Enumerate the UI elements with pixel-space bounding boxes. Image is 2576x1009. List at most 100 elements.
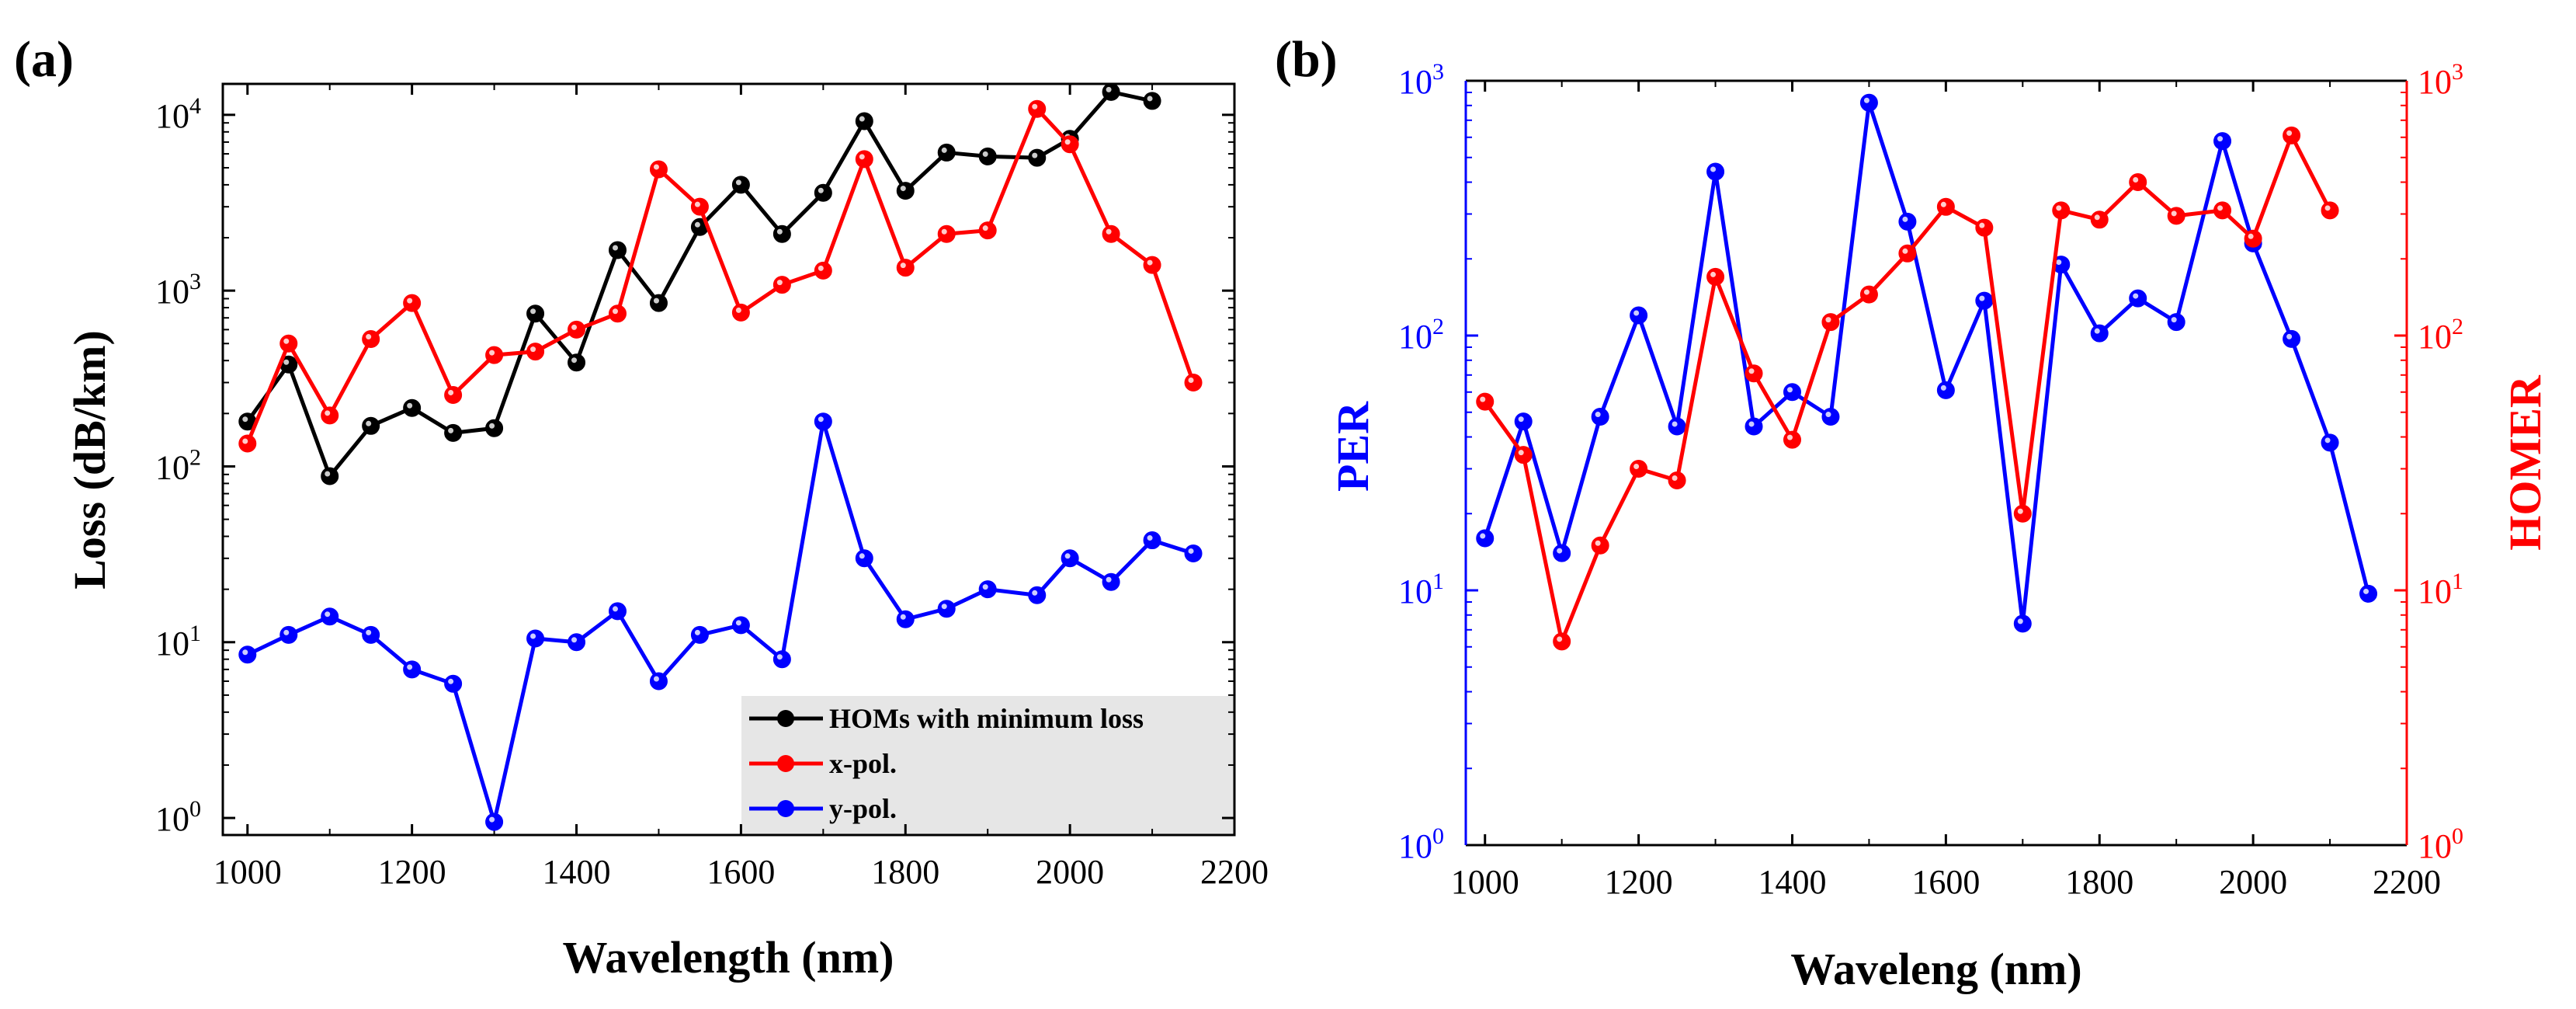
- data-point: [2129, 173, 2147, 192]
- data-point-highlight: [1786, 387, 1793, 393]
- data-point-highlight: [1786, 434, 1793, 440]
- x-tick-label: 2200: [1200, 853, 1269, 891]
- data-point-highlight: [242, 649, 248, 656]
- data-point-highlight: [407, 402, 413, 409]
- data-point-highlight: [735, 620, 741, 626]
- data-point: [1553, 544, 1571, 562]
- data-point: [1143, 531, 1161, 550]
- data-point-highlight: [242, 416, 248, 423]
- data-point-highlight: [776, 228, 783, 235]
- data-point-highlight: [1147, 96, 1153, 102]
- series-line-homs-with-minimum-loss: [245, 89, 1153, 480]
- data-point: [1028, 99, 1047, 118]
- y-tick-label: 100: [1398, 823, 1444, 865]
- data-point: [1706, 267, 1725, 286]
- data-point: [2167, 313, 2185, 332]
- data-point: [1476, 392, 1495, 411]
- data-point: [855, 549, 873, 568]
- data-point: [2013, 504, 2032, 523]
- data-point-highlight: [325, 471, 331, 477]
- y-axis-label-a: Loss (dB/km): [64, 330, 115, 590]
- data-point: [978, 147, 997, 165]
- x-tick-label: 1600: [1911, 863, 1980, 901]
- legend-marker: [777, 710, 794, 727]
- data-point-highlight: [859, 116, 865, 122]
- panel-a: (a) 1000 1200 1400 1600 1800 2000 2200 100 101 10…: [14, 31, 1269, 983]
- data-point-highlight: [489, 350, 495, 356]
- data-point-highlight: [283, 359, 290, 365]
- data-point-highlight: [2217, 205, 2224, 211]
- legend-marker: [777, 800, 794, 817]
- data-point-highlight: [1902, 216, 1908, 222]
- data-point: [279, 334, 298, 353]
- data-point: [855, 112, 873, 130]
- data-point: [321, 607, 339, 626]
- data-point-highlight: [694, 221, 700, 228]
- data-point-highlight: [366, 334, 372, 340]
- data-point: [1898, 212, 1917, 231]
- y-axis-right-label-b: HOMER: [2500, 374, 2550, 551]
- data-point: [1591, 536, 1609, 555]
- data-point: [814, 183, 832, 202]
- data-point-highlight: [2056, 205, 2062, 211]
- data-point-highlight: [1979, 295, 1985, 301]
- data-point: [444, 674, 463, 693]
- data-point-highlight: [407, 297, 413, 304]
- data-point-highlight: [407, 664, 413, 670]
- data-point: [896, 610, 915, 628]
- data-point-highlight: [1863, 97, 1870, 103]
- data-point-highlight: [1032, 152, 1038, 158]
- data-point: [1706, 162, 1725, 181]
- data-point: [814, 412, 832, 431]
- data-point: [690, 197, 709, 216]
- data-point-highlight: [859, 553, 865, 559]
- data-point-highlight: [1106, 576, 1112, 583]
- data-point: [1102, 224, 1120, 243]
- data-point-highlight: [2017, 508, 2023, 514]
- data-point-highlight: [1825, 317, 1831, 323]
- data-point: [1859, 285, 1878, 304]
- data-point: [362, 625, 380, 644]
- data-point-highlight: [2017, 618, 2023, 625]
- data-point: [2090, 324, 2109, 343]
- data-point: [1975, 291, 1994, 310]
- data-point: [568, 353, 586, 372]
- x-tick-label: 1600: [706, 853, 775, 891]
- data-point-highlight: [325, 611, 331, 618]
- y-tick-label: 102: [1398, 314, 1444, 356]
- data-point: [2321, 433, 2339, 452]
- data-point-highlight: [1147, 535, 1153, 541]
- data-point-highlight: [1672, 421, 1678, 427]
- data-point-highlight: [1188, 548, 1194, 554]
- data-point-highlight: [900, 614, 906, 620]
- data-point-highlight: [1032, 103, 1038, 110]
- data-point: [937, 600, 956, 618]
- data-point-highlight: [242, 438, 248, 444]
- data-point-highlight: [1863, 289, 1870, 295]
- data-point: [978, 221, 997, 240]
- data-point-highlight: [1902, 248, 1908, 254]
- y-tick-label: 101: [2418, 569, 2463, 611]
- data-point-highlight: [1940, 201, 1946, 207]
- data-point-highlight: [818, 187, 824, 193]
- data-point-highlight: [2133, 177, 2139, 183]
- data-point-highlight: [1064, 139, 1071, 145]
- data-point-highlight: [1748, 368, 1755, 374]
- data-point-highlight: [2248, 233, 2254, 239]
- data-point: [444, 423, 463, 442]
- data-point: [608, 241, 627, 259]
- data-point: [1745, 364, 1763, 383]
- panel-a-label: (a): [14, 31, 74, 88]
- data-point: [2283, 329, 2301, 348]
- data-point-highlight: [1032, 590, 1038, 596]
- data-point-highlight: [2217, 136, 2224, 142]
- x-tick-label: 2200: [2373, 863, 2441, 901]
- data-point-highlight: [982, 151, 988, 157]
- data-point-highlight: [1979, 222, 1985, 228]
- y-tick-label: 103: [2418, 59, 2463, 101]
- data-point-highlight: [1595, 540, 1601, 546]
- y-tick-label: 103: [1398, 59, 1444, 101]
- legend-marker: [777, 755, 794, 772]
- data-point-highlight: [776, 654, 783, 660]
- data-point: [2213, 201, 2232, 220]
